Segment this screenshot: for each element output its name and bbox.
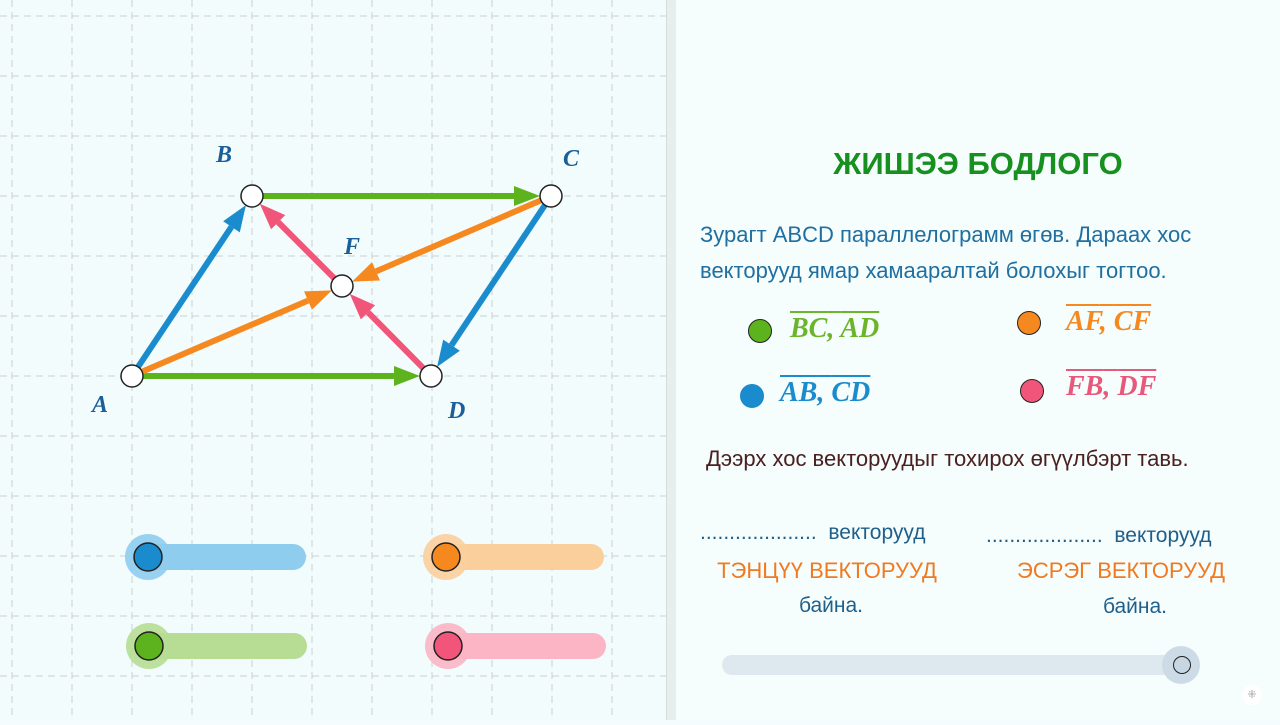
progress-slider-track[interactable] (722, 655, 1192, 675)
problem-text-line2: векторууд ямар хамааралтай болохыг тогто… (700, 258, 1167, 283)
point-b (240, 184, 264, 208)
opposite-sentence-start: .................... векторууд (986, 524, 1211, 548)
problem-text-line1: Зурагт ABCD параллелограмм өгөв. Дараах … (700, 222, 1192, 247)
vector-ab-head (223, 205, 246, 233)
equal-vectors-label[interactable]: ТЭНЦҮҮ ВЕКТОРУУД (717, 558, 937, 583)
point-label-a: A (90, 392, 108, 418)
point-label-b: B (215, 142, 232, 168)
equal-sentence-start: .................... векторууд (700, 521, 925, 545)
point-label-f: F (343, 234, 360, 260)
vector-cf (374, 193, 553, 275)
vector-af-head (304, 290, 332, 310)
point-d (419, 364, 443, 388)
point-c (539, 184, 563, 208)
pair-vectors-orange: AF, CF (1066, 306, 1152, 337)
equal-blank[interactable]: .................... (700, 521, 817, 544)
opposite-vectors-label[interactable]: ЭСРЭГ ВЕКТОРУУД (1017, 558, 1225, 583)
point-label-c: C (563, 146, 580, 172)
vector-ad-head (394, 366, 420, 386)
geometry-panel: A B C D F (0, 0, 666, 720)
vector-ab (129, 225, 234, 378)
pair-checkbox-orange[interactable] (1017, 311, 1041, 335)
pair-vectors-green: BC, AD (790, 313, 880, 344)
pair-vectors-blue: AB, CD (780, 377, 871, 408)
equal-word: векторууд (828, 521, 926, 544)
pair-checkbox-green[interactable] (748, 319, 772, 343)
vector-af (130, 297, 310, 379)
vector-cd-head (437, 339, 460, 367)
pair-vectors-red: FB, DF (1066, 371, 1157, 402)
point-f (330, 274, 354, 298)
vector-cd (449, 194, 554, 347)
equal-ending: байна. (798, 594, 864, 617)
slider-thumb-blue[interactable] (133, 542, 163, 572)
instruction-text: Дээрх хос векторуудыг тохирох өгүүлбэрт … (706, 446, 1189, 471)
vector-df (365, 310, 434, 379)
parallelogram-figure: A B C D F (0, 0, 666, 720)
vector-bc-head (514, 186, 540, 206)
pair-checkbox-blue[interactable] (740, 384, 764, 408)
fullscreen-exit-icon[interactable]: ⁜ (1242, 685, 1262, 705)
slider-thumb-orange[interactable] (431, 542, 461, 572)
panel-divider[interactable] (666, 0, 677, 720)
vector-fb-head (259, 203, 286, 230)
progress-slider-thumb[interactable] (1173, 656, 1191, 674)
slider-thumb-red[interactable] (433, 631, 463, 661)
slider-thumb-green[interactable] (134, 631, 164, 661)
problem-panel: ЖИШЭЭ БОДЛОГО Зурагт ABCD параллелограмм… (676, 0, 1280, 720)
vector-fb (276, 220, 345, 289)
opposite-word: векторууд (1114, 524, 1212, 547)
point-a (120, 364, 144, 388)
vector-df-head (349, 293, 376, 320)
vector-cf-head (352, 262, 380, 282)
opposite-ending: байна. (1102, 595, 1168, 618)
pair-checkbox-red[interactable] (1020, 379, 1044, 403)
point-label-d: D (447, 398, 465, 424)
page-title: ЖИШЭЭ БОДЛОГО (833, 146, 1123, 181)
opposite-blank[interactable]: .................... (986, 524, 1103, 547)
